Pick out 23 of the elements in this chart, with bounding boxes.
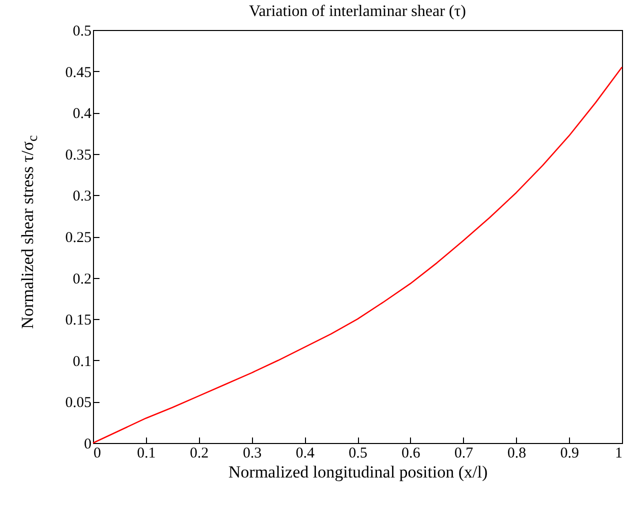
x-tick-label: 0.2 xyxy=(190,446,209,462)
y-tick-label: 0.25 xyxy=(65,230,92,246)
y-tick-label: 0.4 xyxy=(72,106,92,122)
x-tick-label: 0.7 xyxy=(454,446,474,462)
y-tick-label: 0.3 xyxy=(72,188,92,205)
x-tick-label: 0.5 xyxy=(348,446,368,462)
line-series xyxy=(92,66,623,444)
x-tick-label: 1 xyxy=(615,446,622,462)
x-tick-label: 0.1 xyxy=(137,446,156,462)
x-tick-label: 0.3 xyxy=(242,446,262,462)
y-tick-label: 0.05 xyxy=(65,395,92,412)
x-tick-label: 0.9 xyxy=(560,446,579,462)
x-tick-label: 0.6 xyxy=(402,446,421,462)
y-tick-label: 0.5 xyxy=(72,24,92,40)
y-tick-label: 0.35 xyxy=(65,147,92,164)
y-tick-label: 0.2 xyxy=(72,271,92,288)
x-tick-label: 0.8 xyxy=(507,446,526,462)
x-axis-title: Normalized longitudinal position (x/l) xyxy=(228,462,488,482)
y-tick-label: 0.1 xyxy=(72,354,92,370)
chart-title: Variation of interlaminar shear (τ) xyxy=(248,3,466,20)
x-tick-label: 0.4 xyxy=(296,446,315,462)
y-tick-label: 0.15 xyxy=(65,312,92,329)
y-tick-label: 0.45 xyxy=(65,64,92,81)
